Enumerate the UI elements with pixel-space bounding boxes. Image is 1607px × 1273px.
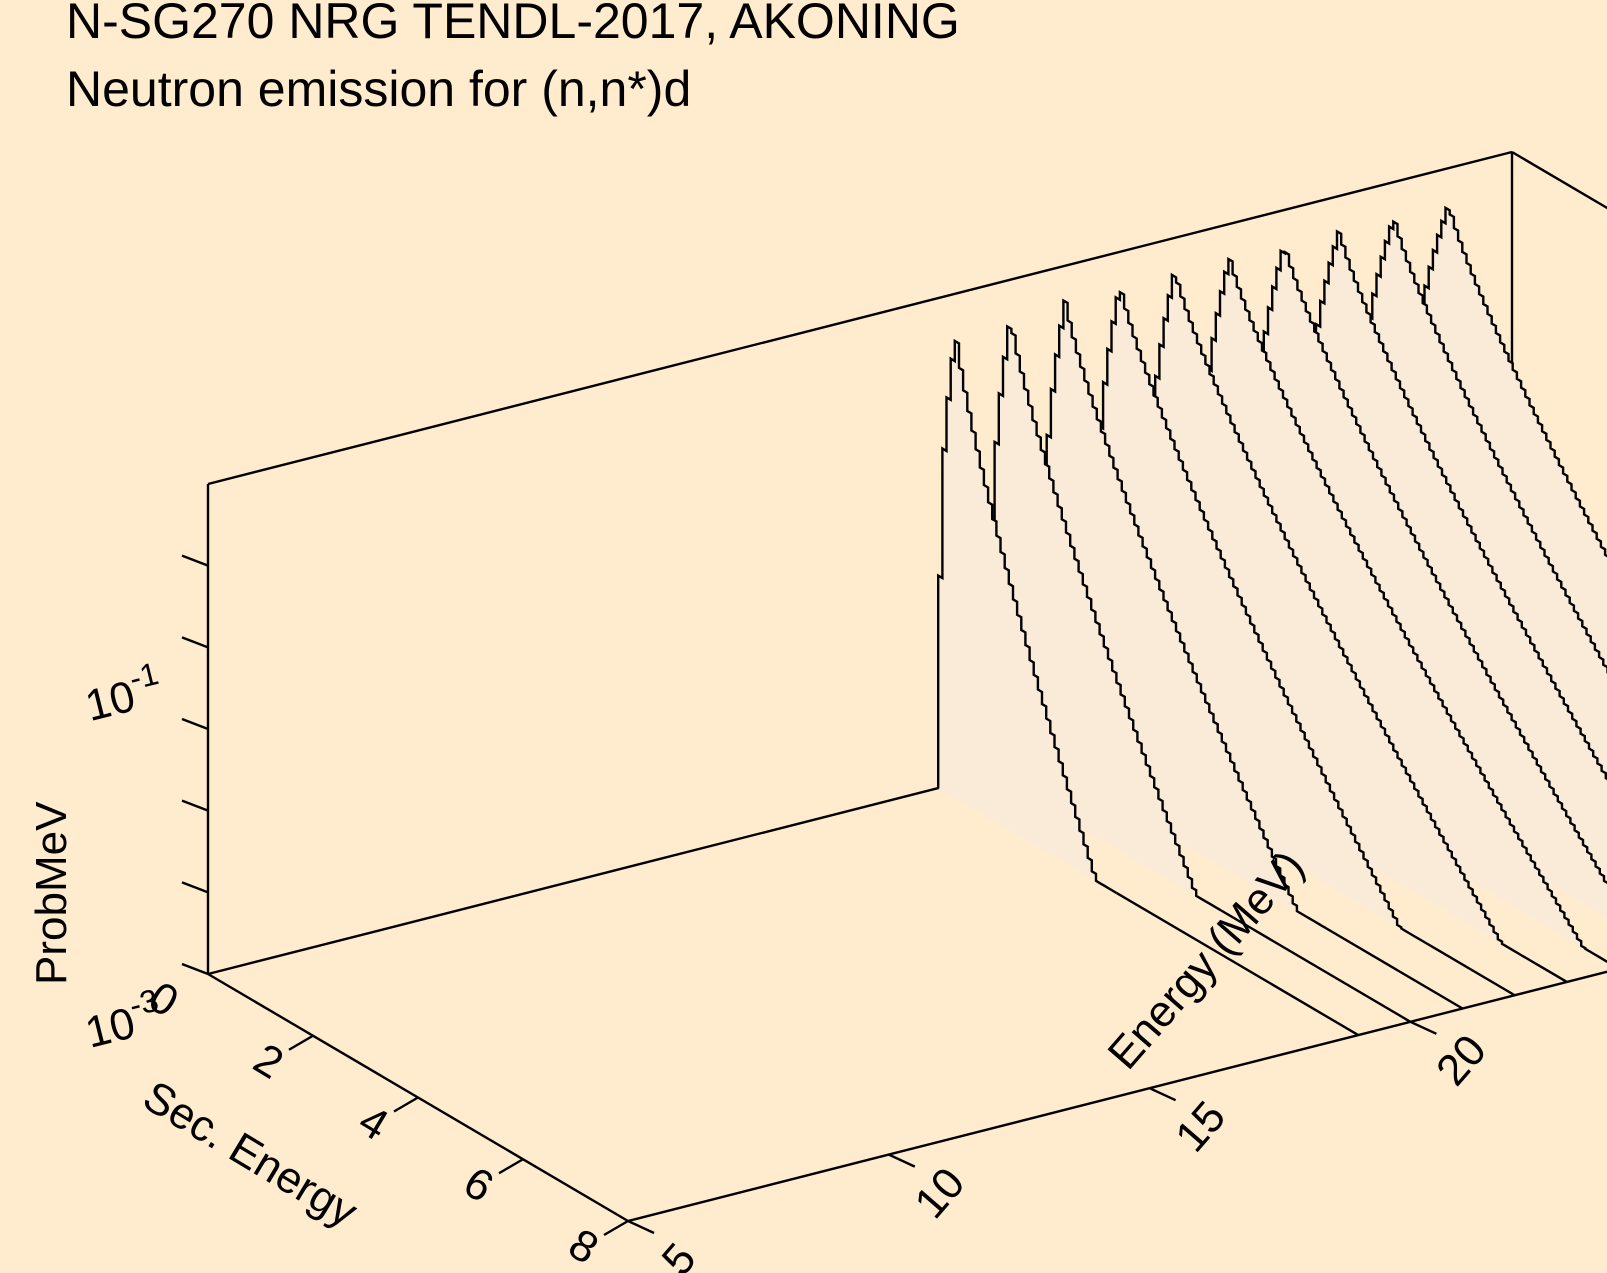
spectrum-baseline (1430, 944, 1516, 997)
energy-axis: 51015202530 (627, 1020, 1496, 1273)
frame-top-back-edge (1511, 150, 1607, 210)
x-tick-mark (288, 1034, 314, 1051)
z-axis-label: ProbMeV (27, 801, 76, 985)
x-tick-mark (603, 1219, 629, 1237)
spectrum-outline (937, 338, 1118, 895)
y-axis-label: Energy (MeV) (1099, 842, 1314, 1079)
spectrum-outline (1145, 272, 1536, 965)
y-tick-label: 10 (905, 1159, 974, 1228)
y-tick-mark (1409, 1020, 1437, 1035)
probmev-axis: 10-3 10-1 (78, 554, 209, 1058)
z-tick-mark (181, 799, 209, 812)
x-tick-mark (393, 1096, 419, 1113)
z-tick-label: 10-1 (78, 655, 167, 731)
spectrum-baseline (1116, 892, 1359, 1037)
spectrum-outline (1302, 229, 1607, 781)
y-tick-label: 20 (1427, 1026, 1496, 1095)
y-tick-mark (627, 1219, 655, 1235)
frame-top-left-edge (207, 150, 1513, 486)
y-tick-mark (1149, 1087, 1177, 1102)
z-tick-mark (181, 881, 209, 894)
chart-subtitle: Neutron emission for (n,n*)d (66, 61, 691, 117)
spectrum-outline (1041, 298, 1327, 930)
frame-right-bottom-edge (627, 970, 1607, 1223)
spectrum-24-mev (1197, 257, 1607, 964)
spectrum-baseline (1220, 909, 1412, 1023)
spectrum-19-mev (937, 338, 1359, 1037)
spectrum-outline (1249, 248, 1607, 889)
x-tick-label: 8 (560, 1219, 606, 1273)
spectrum-outline (1197, 257, 1607, 964)
spectrum-outline (1406, 205, 1607, 669)
y-tick-mark (888, 1153, 916, 1168)
spectrum-outline (989, 324, 1222, 912)
x-tick-mark (498, 1158, 524, 1175)
y-tick-label: 15 (1166, 1092, 1235, 1161)
x-axis-label: Sec. Energy (135, 1072, 366, 1237)
x-tick-label: 4 (350, 1096, 396, 1151)
spectrum-baseline (1534, 962, 1568, 983)
chart-title: N-SG270 NRG TENDL-2017, AKONING (66, 0, 960, 49)
z-tick-mark (181, 717, 209, 731)
spectrum-outline (1354, 219, 1607, 682)
spectrum-outline (1093, 290, 1432, 947)
series-layer (937, 205, 1607, 1037)
z-tick-label: 10-3 (78, 982, 167, 1058)
z-tick-mark (181, 636, 209, 649)
y-tick-label: 5 (653, 1234, 706, 1273)
spectrum-baseline (1325, 927, 1464, 1010)
z-tick-mark (181, 962, 209, 976)
x-tick-label: 2 (245, 1034, 291, 1089)
z-tick-mark (181, 554, 209, 567)
x-tick-label: 6 (455, 1158, 501, 1213)
